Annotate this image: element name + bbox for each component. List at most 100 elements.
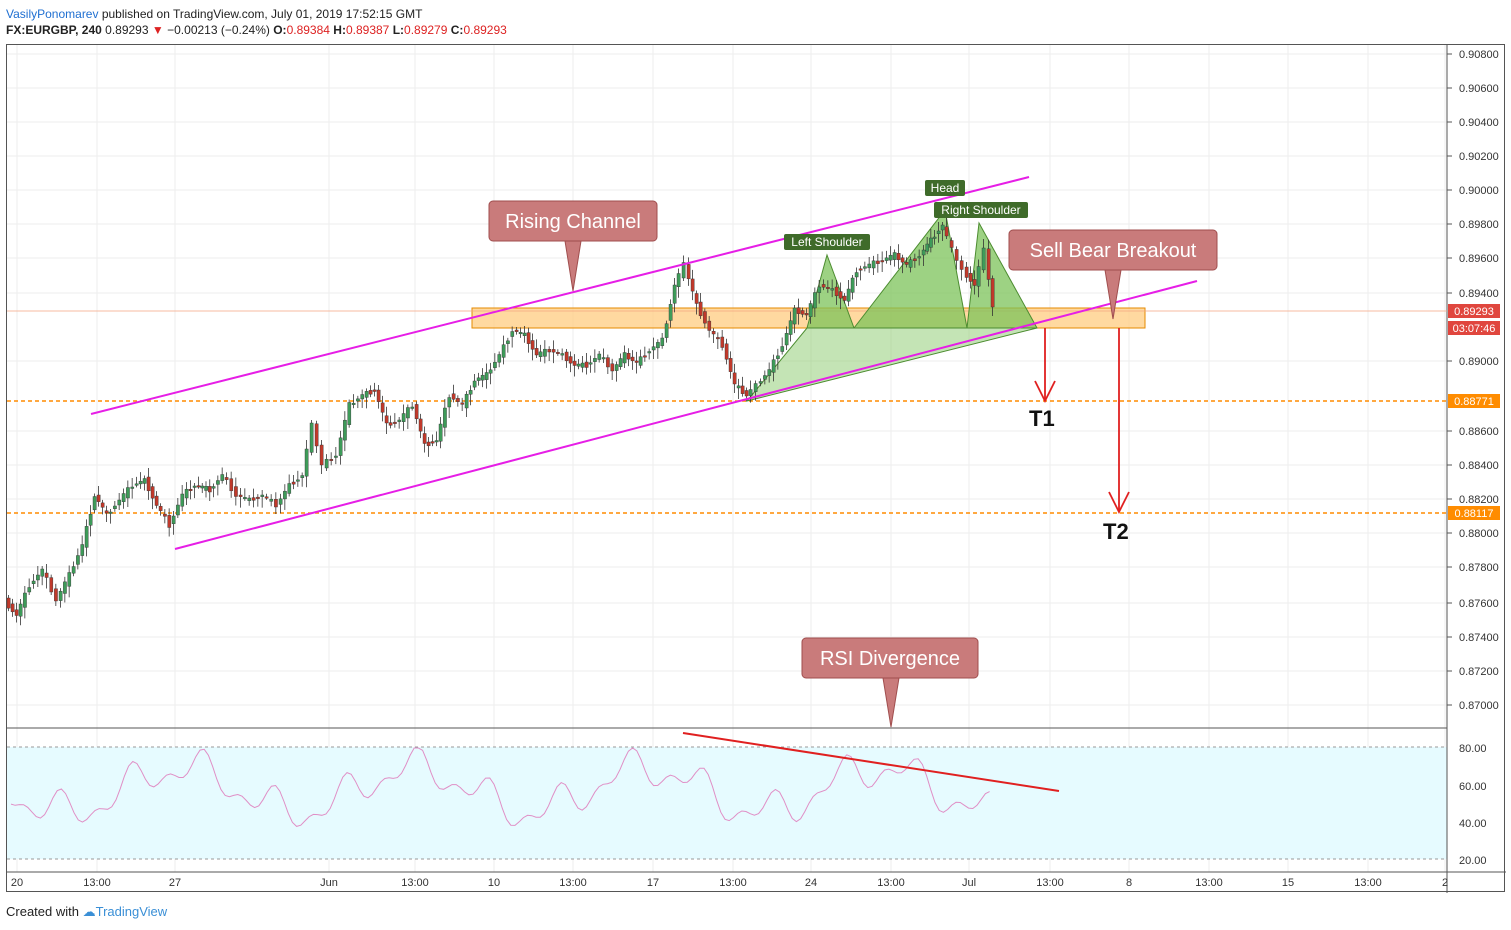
- candle-body: [234, 486, 238, 497]
- candle-body: [884, 257, 889, 261]
- rising-channel-callout[interactable]: Rising Channel: [488, 200, 658, 292]
- candles-group[interactable]: [7, 217, 995, 626]
- candle-body: [949, 240, 954, 248]
- candle-body: [534, 348, 539, 356]
- candle-body: [776, 355, 780, 359]
- time-axis-label: Jun: [320, 877, 338, 889]
- current-price-tag: 0.89293: [1448, 304, 1500, 318]
- price-axis-label: 0.87800: [1459, 562, 1499, 574]
- candle-body: [936, 230, 941, 234]
- grid: [7, 45, 1447, 872]
- neckline-shape[interactable]: [745, 327, 1038, 402]
- price-chart[interactable]: T1 T2 Rising Channel Sell Bear Breakout …: [7, 45, 1506, 893]
- candle-body: [376, 389, 381, 402]
- symbol-label[interactable]: FX:EURGBP, 240: [6, 23, 102, 37]
- candle-body: [780, 346, 785, 352]
- price-axis-label: 0.90000: [1459, 185, 1499, 197]
- candle-body: [138, 480, 143, 485]
- right-shoulder-tag[interactable]: Right Shoulder: [934, 202, 1028, 218]
- sell-breakout-text: Sell Bear Breakout: [1030, 240, 1197, 262]
- candle-body: [568, 356, 573, 364]
- candle-body: [626, 353, 631, 360]
- price-axis-label: 0.89600: [1459, 253, 1499, 265]
- candle-body: [728, 358, 733, 372]
- price-axis-label: 0.89000: [1459, 356, 1499, 368]
- chart-container[interactable]: T1 T2 Rising Channel Sell Bear Breakout …: [6, 44, 1506, 893]
- rsi-divergence-text: RSI Divergence: [820, 648, 960, 670]
- price-axis-label: 0.87600: [1459, 598, 1499, 610]
- high-label: H:: [333, 23, 346, 37]
- time-axis-label: 10: [488, 877, 500, 889]
- countdown-value: 03:07:46: [1453, 323, 1496, 335]
- close-label: C:: [450, 23, 464, 37]
- current-price-value: 0.89293: [1454, 306, 1494, 318]
- candle-body: [351, 402, 356, 405]
- level1-tag: 0.88771: [1448, 394, 1500, 408]
- candle-body: [925, 243, 930, 252]
- sell-breakout-callout[interactable]: Sell Bear Breakout: [1008, 229, 1218, 320]
- candle-body: [830, 288, 835, 291]
- candle-body: [443, 407, 447, 428]
- candle-body: [580, 362, 585, 368]
- candle-body: [501, 344, 506, 358]
- candle-body: [584, 361, 589, 368]
- price-axis-label: 0.88600: [1459, 426, 1499, 438]
- time-axis-label: 13:00: [401, 877, 429, 889]
- left-shoulder-tag-text: Left Shoulder: [791, 235, 862, 249]
- candle-body: [716, 337, 720, 340]
- candle-body: [347, 402, 352, 425]
- candle-body: [834, 286, 839, 297]
- channel-lower-line[interactable]: [174, 280, 1198, 550]
- candle-body: [972, 279, 977, 286]
- candle-body: [838, 291, 843, 299]
- candle-body: [694, 293, 699, 304]
- candle-body: [732, 372, 737, 385]
- rsi-line: [10, 747, 990, 827]
- candle-body: [243, 497, 247, 500]
- candle-body: [319, 444, 324, 466]
- candle-body: [356, 398, 360, 402]
- time-axis-label: Jul: [962, 877, 976, 889]
- price-axis-label: 0.88000: [1459, 528, 1499, 540]
- rsi-divergence-callout[interactable]: RSI Divergence: [801, 637, 979, 728]
- channel-upper-line[interactable]: [90, 176, 1030, 415]
- candle-body: [208, 486, 212, 493]
- candle-body: [804, 313, 809, 316]
- candle-body: [707, 320, 712, 331]
- candle-body: [690, 278, 695, 292]
- candle-body: [171, 515, 176, 525]
- rsi-divergence-line[interactable]: [682, 732, 1060, 792]
- candle-body: [724, 343, 729, 360]
- candle-body: [117, 499, 122, 506]
- candle-body: [556, 352, 560, 354]
- author-link[interactable]: VasilyPonomarev: [6, 7, 99, 21]
- left-shoulder-tag[interactable]: Left Shoulder: [784, 234, 870, 250]
- high-value: 0.89387: [345, 23, 390, 37]
- time-axis[interactable]: 20 13:00 27 Jun 13:00 10 13:00 17 13:00 24 13:00 Ju…: [11, 877, 1448, 889]
- candle-body: [142, 478, 147, 484]
- candle-body: [792, 307, 797, 325]
- price-axis[interactable]: 0.90800 0.90600 0.90400 0.90200 0.90000 0.898…: [1447, 49, 1499, 712]
- candle-body: [656, 342, 660, 349]
- candle-body: [71, 566, 76, 574]
- candle-body: [296, 479, 300, 482]
- candle-body: [184, 488, 189, 499]
- candle-body: [63, 581, 67, 594]
- tradingview-brand-link[interactable]: TradingView: [95, 904, 168, 919]
- candle-body: [880, 260, 885, 263]
- price-axis-label: 0.87200: [1459, 666, 1499, 678]
- candle-body: [88, 513, 93, 526]
- head-tag[interactable]: Head: [925, 180, 965, 196]
- candle-body: [572, 360, 577, 366]
- candle-body: [543, 348, 547, 357]
- candle-body: [324, 458, 329, 469]
- candle-body: [31, 580, 36, 584]
- candle-body: [113, 505, 117, 509]
- candle-body: [940, 224, 945, 231]
- candle-body: [372, 389, 377, 392]
- candle-body: [488, 369, 493, 374]
- rsi-axis[interactable]: 80.00 60.00 40.00 20.00: [1459, 743, 1487, 867]
- candle-body: [484, 372, 489, 380]
- candle-body: [229, 478, 234, 492]
- candle-body: [211, 486, 216, 489]
